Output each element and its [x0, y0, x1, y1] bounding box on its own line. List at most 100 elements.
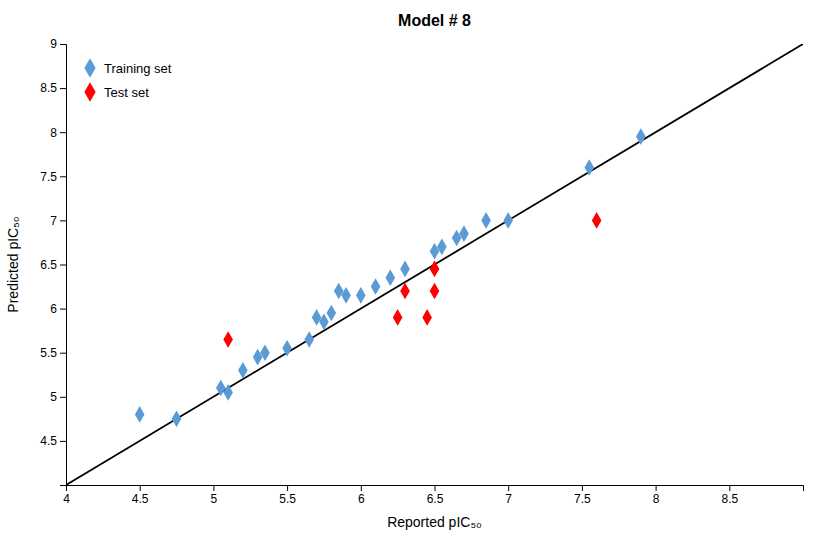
y-tick-label: 6	[50, 302, 57, 316]
x-tick: 7.5	[574, 485, 591, 506]
y-tick-mark	[60, 397, 66, 398]
legend-item: Training set	[84, 58, 171, 78]
x-tick-label: 7.5	[574, 492, 591, 506]
x-tick: 6.5	[427, 485, 444, 506]
y-tick-label: 7	[50, 214, 57, 228]
point	[459, 225, 469, 242]
y-tick: 4.5	[40, 434, 66, 448]
point	[238, 362, 248, 379]
y-tick-label: 5.5	[40, 346, 57, 360]
y-tick-mark	[60, 265, 66, 266]
x-tick: 5.5	[279, 485, 296, 506]
series-points	[135, 128, 646, 427]
y-tick: 7.5	[40, 170, 66, 184]
y-tick-label: 8	[50, 126, 57, 140]
x-tick: 4	[63, 485, 70, 506]
y-tick-label: 4.5	[40, 434, 57, 448]
legend-item: Test set	[84, 82, 149, 102]
y-tick-mark	[60, 132, 66, 133]
x-tick-label: 5	[211, 492, 218, 506]
chart: 4 4.5 5 5.5 6 6.5 7 7.5 8 8.5 4.5 5 5.5 6 6.5 7 7.5 8 8.5 9…	[0, 0, 827, 541]
x-tick-label: 6	[358, 492, 365, 506]
point	[400, 283, 410, 300]
point	[437, 239, 447, 256]
x-tick-mark	[213, 485, 214, 491]
point	[341, 287, 351, 304]
y-tick-mark	[60, 353, 66, 354]
x-tick-mark	[508, 485, 509, 491]
point	[135, 406, 145, 423]
point	[503, 212, 513, 229]
point	[371, 278, 381, 295]
legend-label: Training set	[104, 61, 172, 76]
y-tick: 5	[50, 390, 66, 404]
x-tick-label: 4	[63, 492, 70, 506]
point	[452, 230, 462, 247]
x-tick: 6	[358, 485, 365, 506]
x-tick-mark	[435, 485, 436, 491]
y-tick-mark	[60, 309, 66, 310]
x-tick: 5	[211, 485, 218, 506]
point	[385, 269, 395, 286]
y-tick-mark	[60, 441, 66, 442]
point	[312, 309, 322, 326]
point	[636, 128, 646, 145]
reference-line	[66, 44, 803, 485]
x-tick-mark	[729, 485, 730, 491]
point	[592, 212, 602, 229]
y-tick-label: 9	[50, 37, 57, 51]
x-tick-label: 4.5	[132, 492, 149, 506]
point	[172, 411, 182, 428]
x-axis: 4 4.5 5 5.5 6 6.5 7 7.5 8 8.5	[63, 485, 803, 506]
point	[260, 344, 270, 361]
y-tick-label: 5	[50, 390, 57, 404]
x-tick-label: 6.5	[427, 492, 444, 506]
point	[430, 283, 440, 300]
x-axis-title: Reported pIC₅₀	[387, 514, 482, 530]
y-tick: 8.5	[40, 81, 66, 95]
y-tick-mark	[60, 88, 66, 89]
y-tick-mark	[60, 176, 66, 177]
point	[334, 283, 344, 300]
x-tick: 8	[653, 485, 660, 506]
point	[393, 309, 403, 326]
title: Model # 8	[398, 12, 471, 29]
point	[356, 287, 366, 304]
point	[223, 384, 233, 401]
plot: 4 4.5 5 5.5 6 6.5 7 7.5 8 8.5 4.5 5 5.5 6 6.5 7 7.5 8 8.5 9…	[40, 37, 803, 505]
legend-symbol	[84, 58, 95, 78]
y-tick: 5.5	[40, 346, 66, 360]
y-axis-line	[60, 45, 67, 486]
y-tick: 6	[50, 302, 66, 316]
y-tick: 7	[50, 214, 66, 228]
y-tick-mark	[60, 44, 66, 45]
point	[481, 212, 491, 229]
x-axis-line	[67, 486, 804, 492]
legend-label: Test set	[104, 85, 149, 100]
point	[319, 314, 329, 331]
point	[216, 380, 226, 397]
x-tick-label: 5.5	[279, 492, 296, 506]
y-axis: 4.5 5 5.5 6 6.5 7 7.5 8 8.5 9	[40, 37, 66, 485]
y-tick: 6.5	[40, 258, 66, 272]
point	[400, 261, 410, 278]
point	[304, 331, 314, 348]
x-tick-mark	[140, 485, 141, 491]
x-tick-label: 7	[505, 492, 512, 506]
y-axis-title: Predicted pIC₅₀	[5, 216, 21, 312]
point	[253, 349, 263, 366]
legend-symbol	[84, 82, 95, 102]
y-tick-label: 8.5	[40, 81, 57, 95]
series-points	[223, 212, 601, 348]
x-tick-mark	[287, 485, 288, 491]
point	[430, 243, 440, 260]
x-tick-label: 8.5	[721, 492, 738, 506]
x-tick-mark	[656, 485, 657, 491]
legend: Training set Test set	[84, 58, 171, 102]
y-tick-mark	[60, 220, 66, 221]
x-tick: 8.5	[721, 485, 738, 506]
y-tick-label: 6.5	[40, 258, 57, 272]
point	[430, 261, 440, 278]
x-tick-mark	[361, 485, 362, 491]
point	[584, 159, 594, 176]
